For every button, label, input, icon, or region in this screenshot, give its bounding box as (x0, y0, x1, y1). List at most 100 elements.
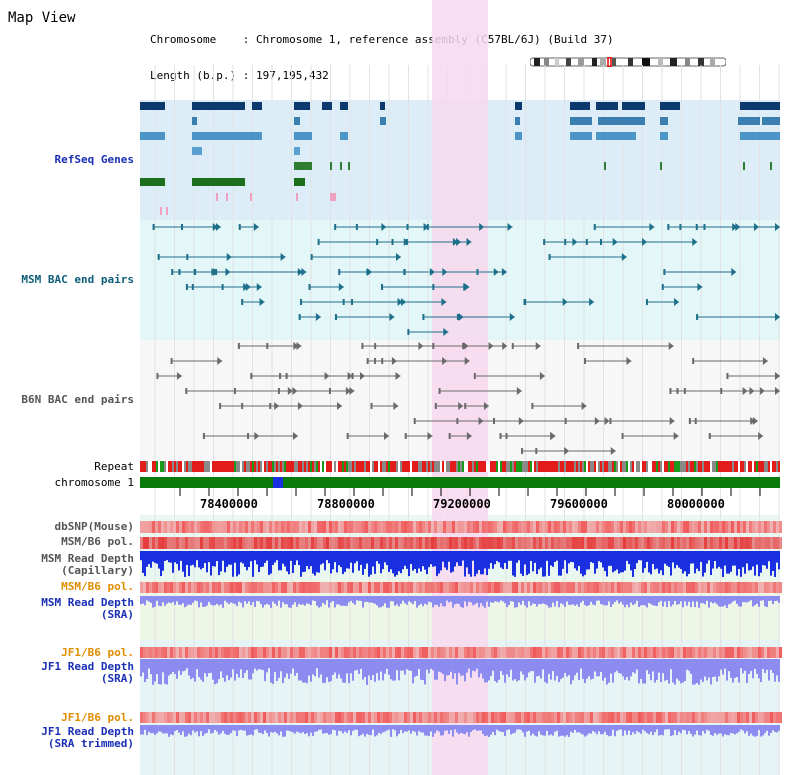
b6n-bac-label[interactable]: B6N BAC end pairs (21, 393, 134, 406)
polymorphism-cell (182, 647, 185, 658)
polymorphism-cell (557, 712, 560, 723)
repeat-mark (250, 461, 252, 472)
polymorphism-cell (554, 521, 557, 533)
read-depth-bar (332, 725, 334, 730)
repeat-mark (560, 461, 562, 472)
repeat-mark (436, 461, 438, 472)
read-depth-bar (348, 551, 350, 569)
polymorphism-cell (569, 582, 572, 593)
jf1-b6-pol-label[interactable]: JF1/B6 pol. (61, 646, 134, 659)
polymorphism-cell (236, 582, 239, 593)
repeat-mark (476, 461, 478, 472)
read-depth-bar (424, 659, 426, 685)
bac-end-mark (564, 418, 567, 424)
polymorphism-cell (623, 582, 626, 593)
polymorphism-cell (500, 582, 503, 593)
polymorphism-cell (158, 647, 161, 658)
read-depth-bar (368, 551, 370, 577)
read-depth-bar (188, 725, 190, 734)
polymorphism-cell (608, 582, 611, 593)
read-depth-bar (234, 551, 236, 563)
repeat-mark (162, 461, 164, 472)
polymorphism-cell (431, 712, 434, 723)
polymorphism-cell (440, 582, 443, 593)
bac-end-arrow (287, 387, 293, 395)
read-depth-bar (406, 596, 408, 605)
polymorphism-cell (698, 521, 701, 533)
msm-bac-label[interactable]: MSM BAC end pairs (21, 273, 134, 286)
gene-feature (294, 178, 305, 186)
polymorphism-cell (683, 582, 686, 593)
dbsnp-label[interactable]: dbSNP(Mouse) (54, 520, 134, 533)
repeat-label[interactable]: Repeat (94, 460, 134, 473)
polymorphism-cell (299, 582, 302, 593)
polymorphism-cell (548, 647, 551, 658)
polymorphism-cell (176, 647, 179, 658)
bac-end-mark (241, 403, 244, 409)
read-depth-bar (432, 596, 434, 608)
polymorphism-cell (533, 712, 536, 723)
read-depth-bar (320, 551, 322, 565)
repeat-mark (494, 461, 496, 472)
read-depth-bar (200, 551, 202, 570)
polymorphism-cell (593, 582, 596, 593)
read-depth-bar (350, 659, 352, 674)
polymorphism-cell (467, 537, 470, 549)
read-depth-bar (274, 659, 276, 672)
read-depth-bar (190, 551, 192, 566)
repeat-mark (432, 461, 434, 472)
chromosome-ideogram[interactable] (529, 52, 727, 68)
polymorphism-cell (518, 712, 521, 723)
msm-depth-sra-label[interactable]: MSM Read Depth (41, 596, 134, 609)
polymorphism-cell (269, 537, 272, 549)
read-depth-bar (478, 551, 480, 570)
read-depth-bar (636, 596, 638, 601)
polymorphism-cell (701, 521, 704, 533)
read-depth-bar (754, 659, 756, 669)
polymorphism-cell (266, 647, 269, 658)
polymorphism-cell (614, 712, 617, 723)
read-depth-bar (740, 725, 742, 730)
read-depth-bar (666, 659, 668, 680)
jf1-depth-sra-label[interactable]: JF1 Read Depth (41, 660, 134, 673)
polymorphism-cell (482, 647, 485, 658)
coverage-span-line: Read coverage check span : 10,000 (150, 141, 369, 154)
repeat-mark (200, 461, 202, 472)
polymorphism-cell (170, 537, 173, 549)
polymorphism-cell (269, 712, 272, 723)
jf1-depth-trim-label[interactable]: JF1 Read Depth (41, 725, 134, 738)
bac-end-arrow (243, 283, 249, 291)
msm-b6-pol-label-2[interactable]: MSM/B6 pol. (61, 580, 134, 593)
read-depth-bar (324, 596, 326, 605)
polymorphism-cell (290, 521, 293, 533)
polymorphism-cell (677, 712, 680, 723)
polymorphism-cell (644, 712, 647, 723)
read-depth-bar (402, 725, 404, 734)
polymorphism-cell (605, 521, 608, 533)
chromosome-track-label[interactable]: chromosome 1 (54, 476, 134, 489)
polymorphism-cell (488, 647, 491, 658)
repeat-mark (524, 461, 526, 472)
polymorphism-cell (572, 647, 575, 658)
jf1-b6-pol-label-2[interactable]: JF1/B6 pol. (61, 711, 134, 724)
read-depth-bar (754, 725, 756, 737)
msm-depth-capillary-label[interactable]: MSM Read Depth (41, 552, 134, 565)
read-depth-bar (228, 551, 230, 565)
bac-end-arrow (539, 372, 545, 380)
repeat-mark (386, 461, 388, 472)
polymorphism-cell (377, 712, 380, 723)
bac-end-arrow (367, 268, 373, 276)
bac-end-arrow (427, 432, 433, 440)
read-depth-bar (212, 725, 214, 733)
polymorphism-cell (584, 582, 587, 593)
read-depth-bar (708, 725, 710, 731)
refseq-genes-label[interactable]: RefSeq Genes (54, 153, 134, 166)
bac-end-arrow (259, 298, 265, 306)
repeat-mark (488, 461, 490, 472)
repeat-mark (196, 461, 198, 472)
msm-b6-pol-label[interactable]: MSM/B6 pol. (61, 535, 134, 548)
bac-end-arrow (604, 417, 610, 425)
bac-end-arrow (562, 298, 568, 306)
polymorphism-cell (656, 537, 659, 549)
read-depth-bar (224, 596, 226, 601)
